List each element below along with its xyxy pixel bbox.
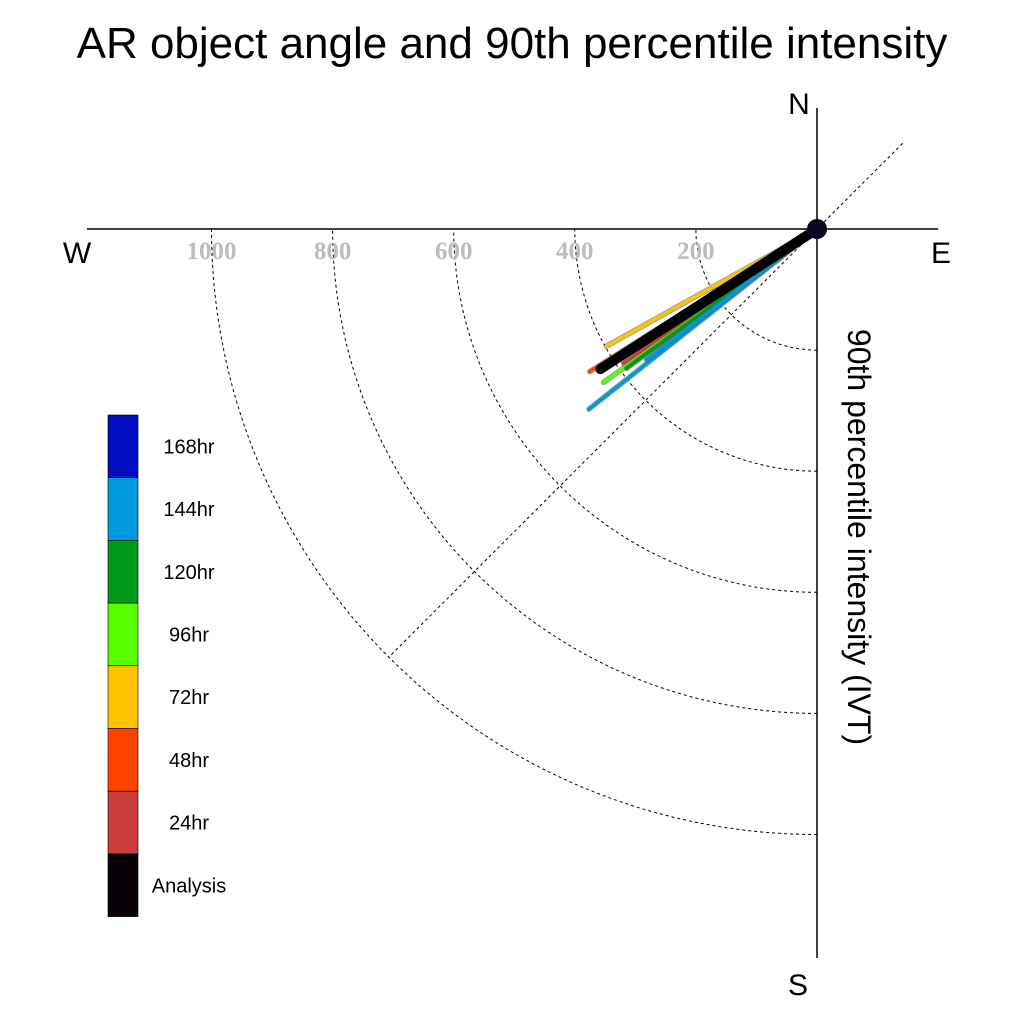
grid-diagonal (388, 143, 903, 658)
legend-swatch-Analysis (107, 853, 139, 917)
compass-north-label: N (788, 88, 810, 121)
grid-arc-400 (574, 228, 818, 472)
legend-label-Analysis: Analysis (152, 875, 226, 897)
legend-swatch-120hr (107, 540, 139, 604)
legend-swatch-24hr (107, 790, 139, 855)
tick-label-1000: 1000 (187, 238, 237, 265)
origin-marker (807, 219, 827, 239)
tick-label-400: 400 (556, 238, 594, 265)
tick-label-800: 800 (314, 238, 352, 265)
grid-arc-600 (453, 228, 818, 593)
legend-label-72hr: 72hr (169, 687, 209, 709)
legend-label-24hr: 24hr (169, 813, 209, 835)
legend-label-96hr: 96hr (169, 624, 209, 646)
legend-swatch-168hr (107, 414, 139, 479)
legend-swatch-48hr (107, 728, 139, 792)
compass-west-label: W (63, 237, 92, 270)
tick-label-600: 600 (435, 238, 473, 265)
legend-label-120hr: 120hr (163, 562, 214, 584)
compass-east-label: E (931, 237, 951, 270)
y-axis-label: 90th percentile intensity (IVT) (841, 329, 877, 745)
grid-arc-800 (332, 228, 818, 714)
legend-swatch-96hr (107, 602, 139, 667)
series-vectors (586, 224, 822, 412)
vector-Analysis (596, 225, 821, 374)
compass-south-label: S (788, 969, 808, 1002)
grid-arc-200 (695, 228, 818, 351)
legend-swatch-144hr (107, 477, 139, 541)
chart-title: AR object angle and 90th percentile inte… (77, 19, 948, 68)
legend: 168hr 144hr 120hr 96hr 72hr 48hr 24hr Analysis (107, 414, 226, 917)
legend-swatch-72hr (107, 665, 139, 729)
legend-label-144hr: 144hr (163, 499, 214, 521)
radial-tick-labels: 1000 800 600 400 200 (187, 238, 715, 265)
legend-label-168hr: 168hr (163, 436, 214, 458)
legend-label-48hr: 48hr (169, 750, 209, 772)
tick-label-200: 200 (677, 238, 715, 265)
